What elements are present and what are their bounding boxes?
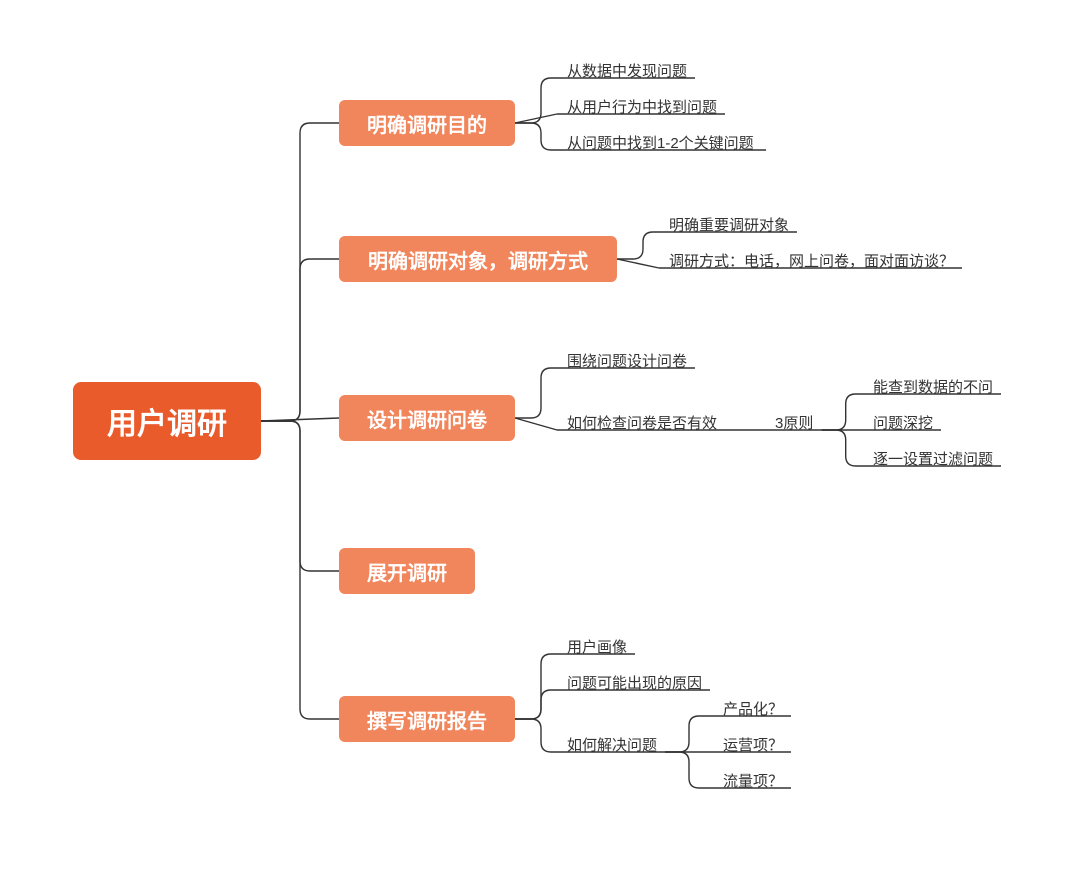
leaf-b5-1[interactable]: 问题可能出现的原因 [567,672,702,693]
branch-node-b5[interactable]: 撰写调研报告 [339,696,515,742]
leaf-b2-0[interactable]: 明确重要调研对象 [669,214,789,235]
root-node[interactable]: 用户调研 [73,382,261,460]
leaf-b5-0[interactable]: 用户画像 [567,636,627,657]
leaf-b3-0[interactable]: 围绕问题设计问卷 [567,350,687,371]
leaf-b3-1-c1[interactable]: 问题深挖 [873,412,933,433]
mindmap-canvas: 用户调研 明确调研目的 明确调研对象，调研方式 设计调研问卷 展开调研 撰写调研… [0,0,1080,894]
leaf-b5-2-c2[interactable]: 流量项？ [723,770,783,791]
leaf-b3-1-mid[interactable]: 3原则 [775,412,813,433]
branch-node-b1[interactable]: 明确调研目的 [339,100,515,146]
branch-node-b3[interactable]: 设计调研问卷 [339,395,515,441]
leaf-b1-1[interactable]: 从用户行为中找到问题 [567,96,717,117]
branch-node-b2[interactable]: 明确调研对象，调研方式 [339,236,617,282]
leaf-b5-2[interactable]: 如何解决问题 [567,734,657,755]
leaf-b1-0[interactable]: 从数据中发现问题 [567,60,687,81]
leaf-b5-2-c0[interactable]: 产品化？ [723,698,783,719]
leaf-b3-1[interactable]: 如何检查问卷是否有效 [567,412,717,433]
leaf-b1-2[interactable]: 从问题中找到1-2个关键问题 [567,132,754,153]
branch-node-b4[interactable]: 展开调研 [339,548,475,594]
leaf-b3-1-c2[interactable]: 逐一设置过滤问题 [873,448,993,469]
leaf-b5-2-c1[interactable]: 运营项？ [723,734,783,755]
leaf-b2-1[interactable]: 调研方式：电话，网上问卷，面对面访谈？ [669,250,954,271]
leaf-b3-1-c0[interactable]: 能查到数据的不问 [873,376,993,397]
